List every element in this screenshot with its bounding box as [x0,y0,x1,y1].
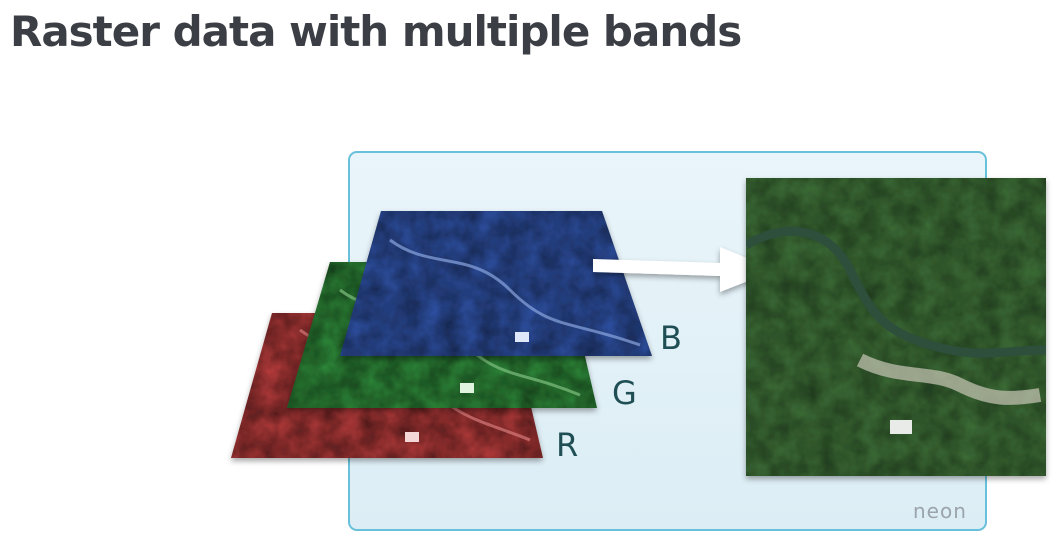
band-label-red: R [556,426,578,464]
neon-logo: neon [913,499,967,523]
band-label-blue: B [660,319,682,357]
composite-image [746,178,1046,476]
band-label-green: G [612,374,637,412]
composite-arrow [593,247,776,292]
blue-band-layer [340,211,652,356]
slide-title: Raster data with multiple bands [10,7,742,56]
